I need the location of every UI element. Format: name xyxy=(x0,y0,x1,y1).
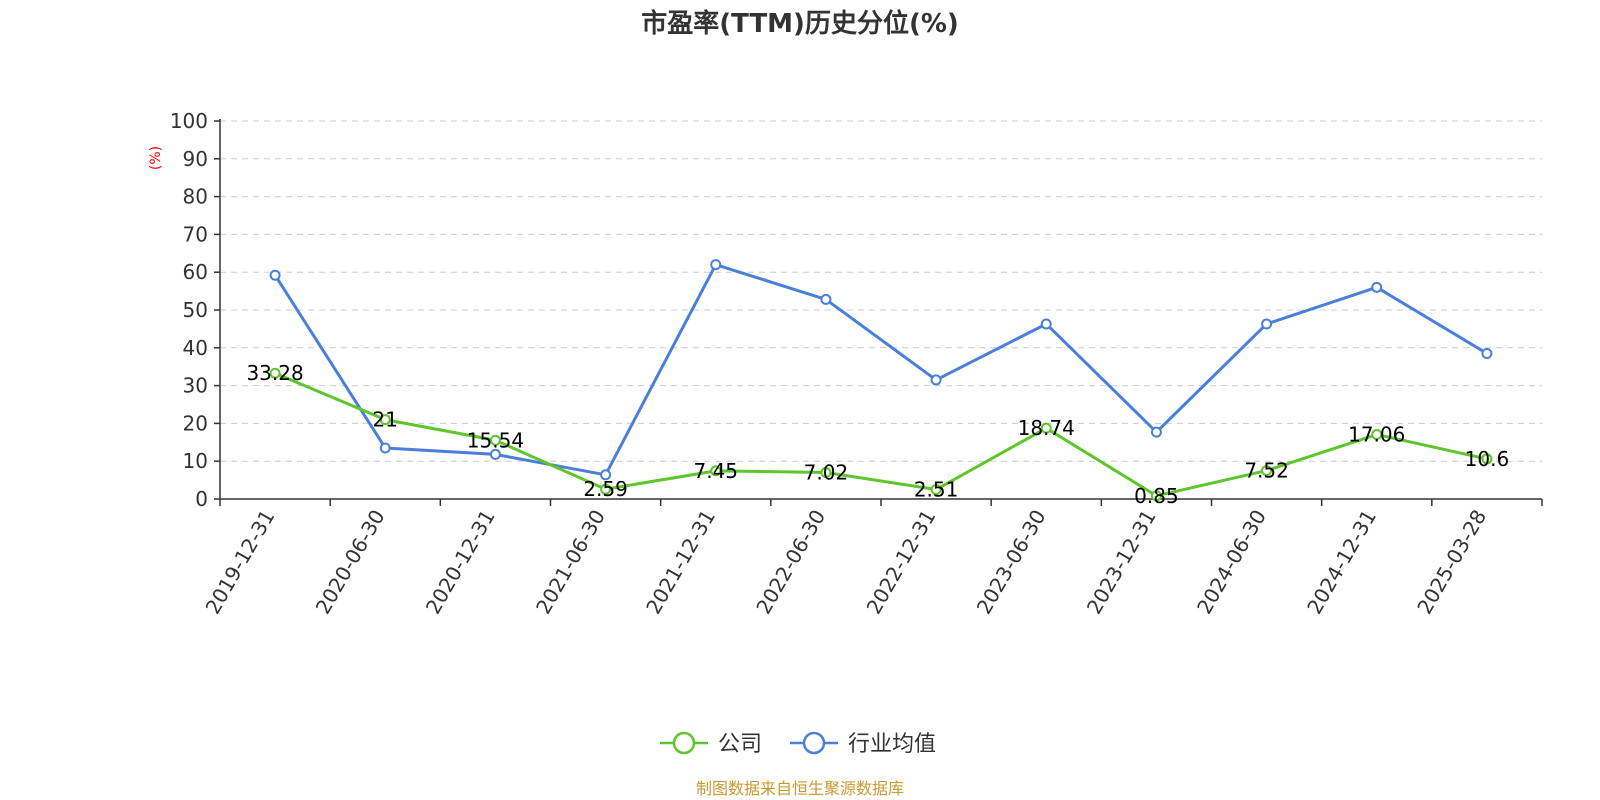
chart-title: 市盈率(TTM)历史分位(%) xyxy=(641,8,959,39)
x-tick-label: 2023-06-30 xyxy=(972,506,1051,619)
y-tick-label: 50 xyxy=(183,298,208,322)
data-label: 2.59 xyxy=(583,477,628,501)
y-axis-label: (%) xyxy=(148,146,164,170)
data-label: 0.85 xyxy=(1134,484,1179,508)
x-tick-label: 2023-12-31 xyxy=(1082,506,1161,619)
legend-label: 行业均值 xyxy=(848,732,936,757)
legend-label: 公司 xyxy=(718,732,762,757)
x-tick-label: 2019-12-31 xyxy=(201,506,280,619)
data-point xyxy=(930,484,942,496)
data-point xyxy=(600,483,612,495)
x-tick-label: 2022-12-31 xyxy=(862,505,941,618)
x-tick-label: 2025-03-28 xyxy=(1412,506,1491,619)
data-label: 7.52 xyxy=(1244,459,1289,483)
data-label: 2.51 xyxy=(914,478,959,502)
data-point xyxy=(379,414,391,426)
data-label: 15.54 xyxy=(467,428,524,452)
axes: 0 10 20 30 40 50 60 70 80 90 100 2019-12-31 2020-06-… xyxy=(170,109,1543,619)
data-point xyxy=(489,448,501,460)
data-point xyxy=(930,374,942,386)
y-tick-label: 60 xyxy=(183,260,208,284)
legend[interactable]: 公司 行业均值 xyxy=(660,731,936,757)
data-label: 33.28 xyxy=(246,361,303,385)
x-tick-label: 2021-12-31 xyxy=(641,506,720,619)
y-tick-label: 30 xyxy=(183,374,208,398)
y-tick-label: 0 xyxy=(195,487,208,511)
data-point xyxy=(1261,318,1273,330)
y-tick-label: 20 xyxy=(183,411,208,435)
x-tick-label: 2024-06-30 xyxy=(1192,506,1271,619)
source-note: 制图数据来自恒生聚源数据库 xyxy=(696,779,904,798)
legend-marker-icon xyxy=(672,731,696,755)
x-tick-label: 2021-06-30 xyxy=(531,506,610,619)
data-point xyxy=(1371,429,1383,441)
data-point xyxy=(820,466,832,478)
data-labels: 33.28 21 15.54 2.59 7.45 7.02 2.51 18.74 0.85 7.5… xyxy=(246,361,1509,508)
y-tick-label: 80 xyxy=(183,185,208,209)
data-point xyxy=(1261,465,1273,477)
data-label: 10.6 xyxy=(1465,447,1510,471)
x-tick-label: 2020-12-31 xyxy=(421,505,500,618)
data-point xyxy=(489,434,501,446)
legend-item-1[interactable]: 行业均值 xyxy=(790,731,936,757)
data-point xyxy=(710,259,722,271)
series-layer xyxy=(269,259,1493,502)
y-tick-label: 100 xyxy=(170,109,208,133)
data-point xyxy=(1040,422,1052,434)
data-point xyxy=(710,465,722,477)
data-label: 7.02 xyxy=(804,460,849,484)
data-point xyxy=(269,269,281,281)
series-line-0 xyxy=(274,371,1488,498)
data-point xyxy=(1150,490,1162,502)
data-point xyxy=(269,367,281,379)
x-tick-label: 2024-12-31 xyxy=(1302,506,1381,619)
data-point xyxy=(1481,453,1493,465)
y-tick-label: 10 xyxy=(183,449,208,473)
data-label: 7.45 xyxy=(693,459,738,483)
data-point xyxy=(379,442,391,454)
x-tick-label: 2022-06-30 xyxy=(751,506,830,619)
y-tick-label: 90 xyxy=(183,147,208,171)
data-point xyxy=(600,469,612,481)
series-line-1 xyxy=(273,263,1488,477)
y-tick-label: 40 xyxy=(183,336,208,360)
data-point xyxy=(820,293,832,305)
legend-marker-icon xyxy=(802,731,826,755)
data-point xyxy=(1040,318,1052,330)
data-point xyxy=(1481,347,1493,359)
y-tick-label: 70 xyxy=(183,222,208,246)
data-label: 18.74 xyxy=(1018,416,1075,440)
data-label: 21 xyxy=(373,408,398,432)
data-label: 17.06 xyxy=(1348,423,1405,447)
data-point xyxy=(1150,426,1162,438)
x-tick-label: 2020-06-30 xyxy=(311,506,390,619)
legend-item-0[interactable]: 公司 xyxy=(660,731,762,757)
grid-lines xyxy=(220,120,1542,462)
data-point xyxy=(1371,281,1383,293)
